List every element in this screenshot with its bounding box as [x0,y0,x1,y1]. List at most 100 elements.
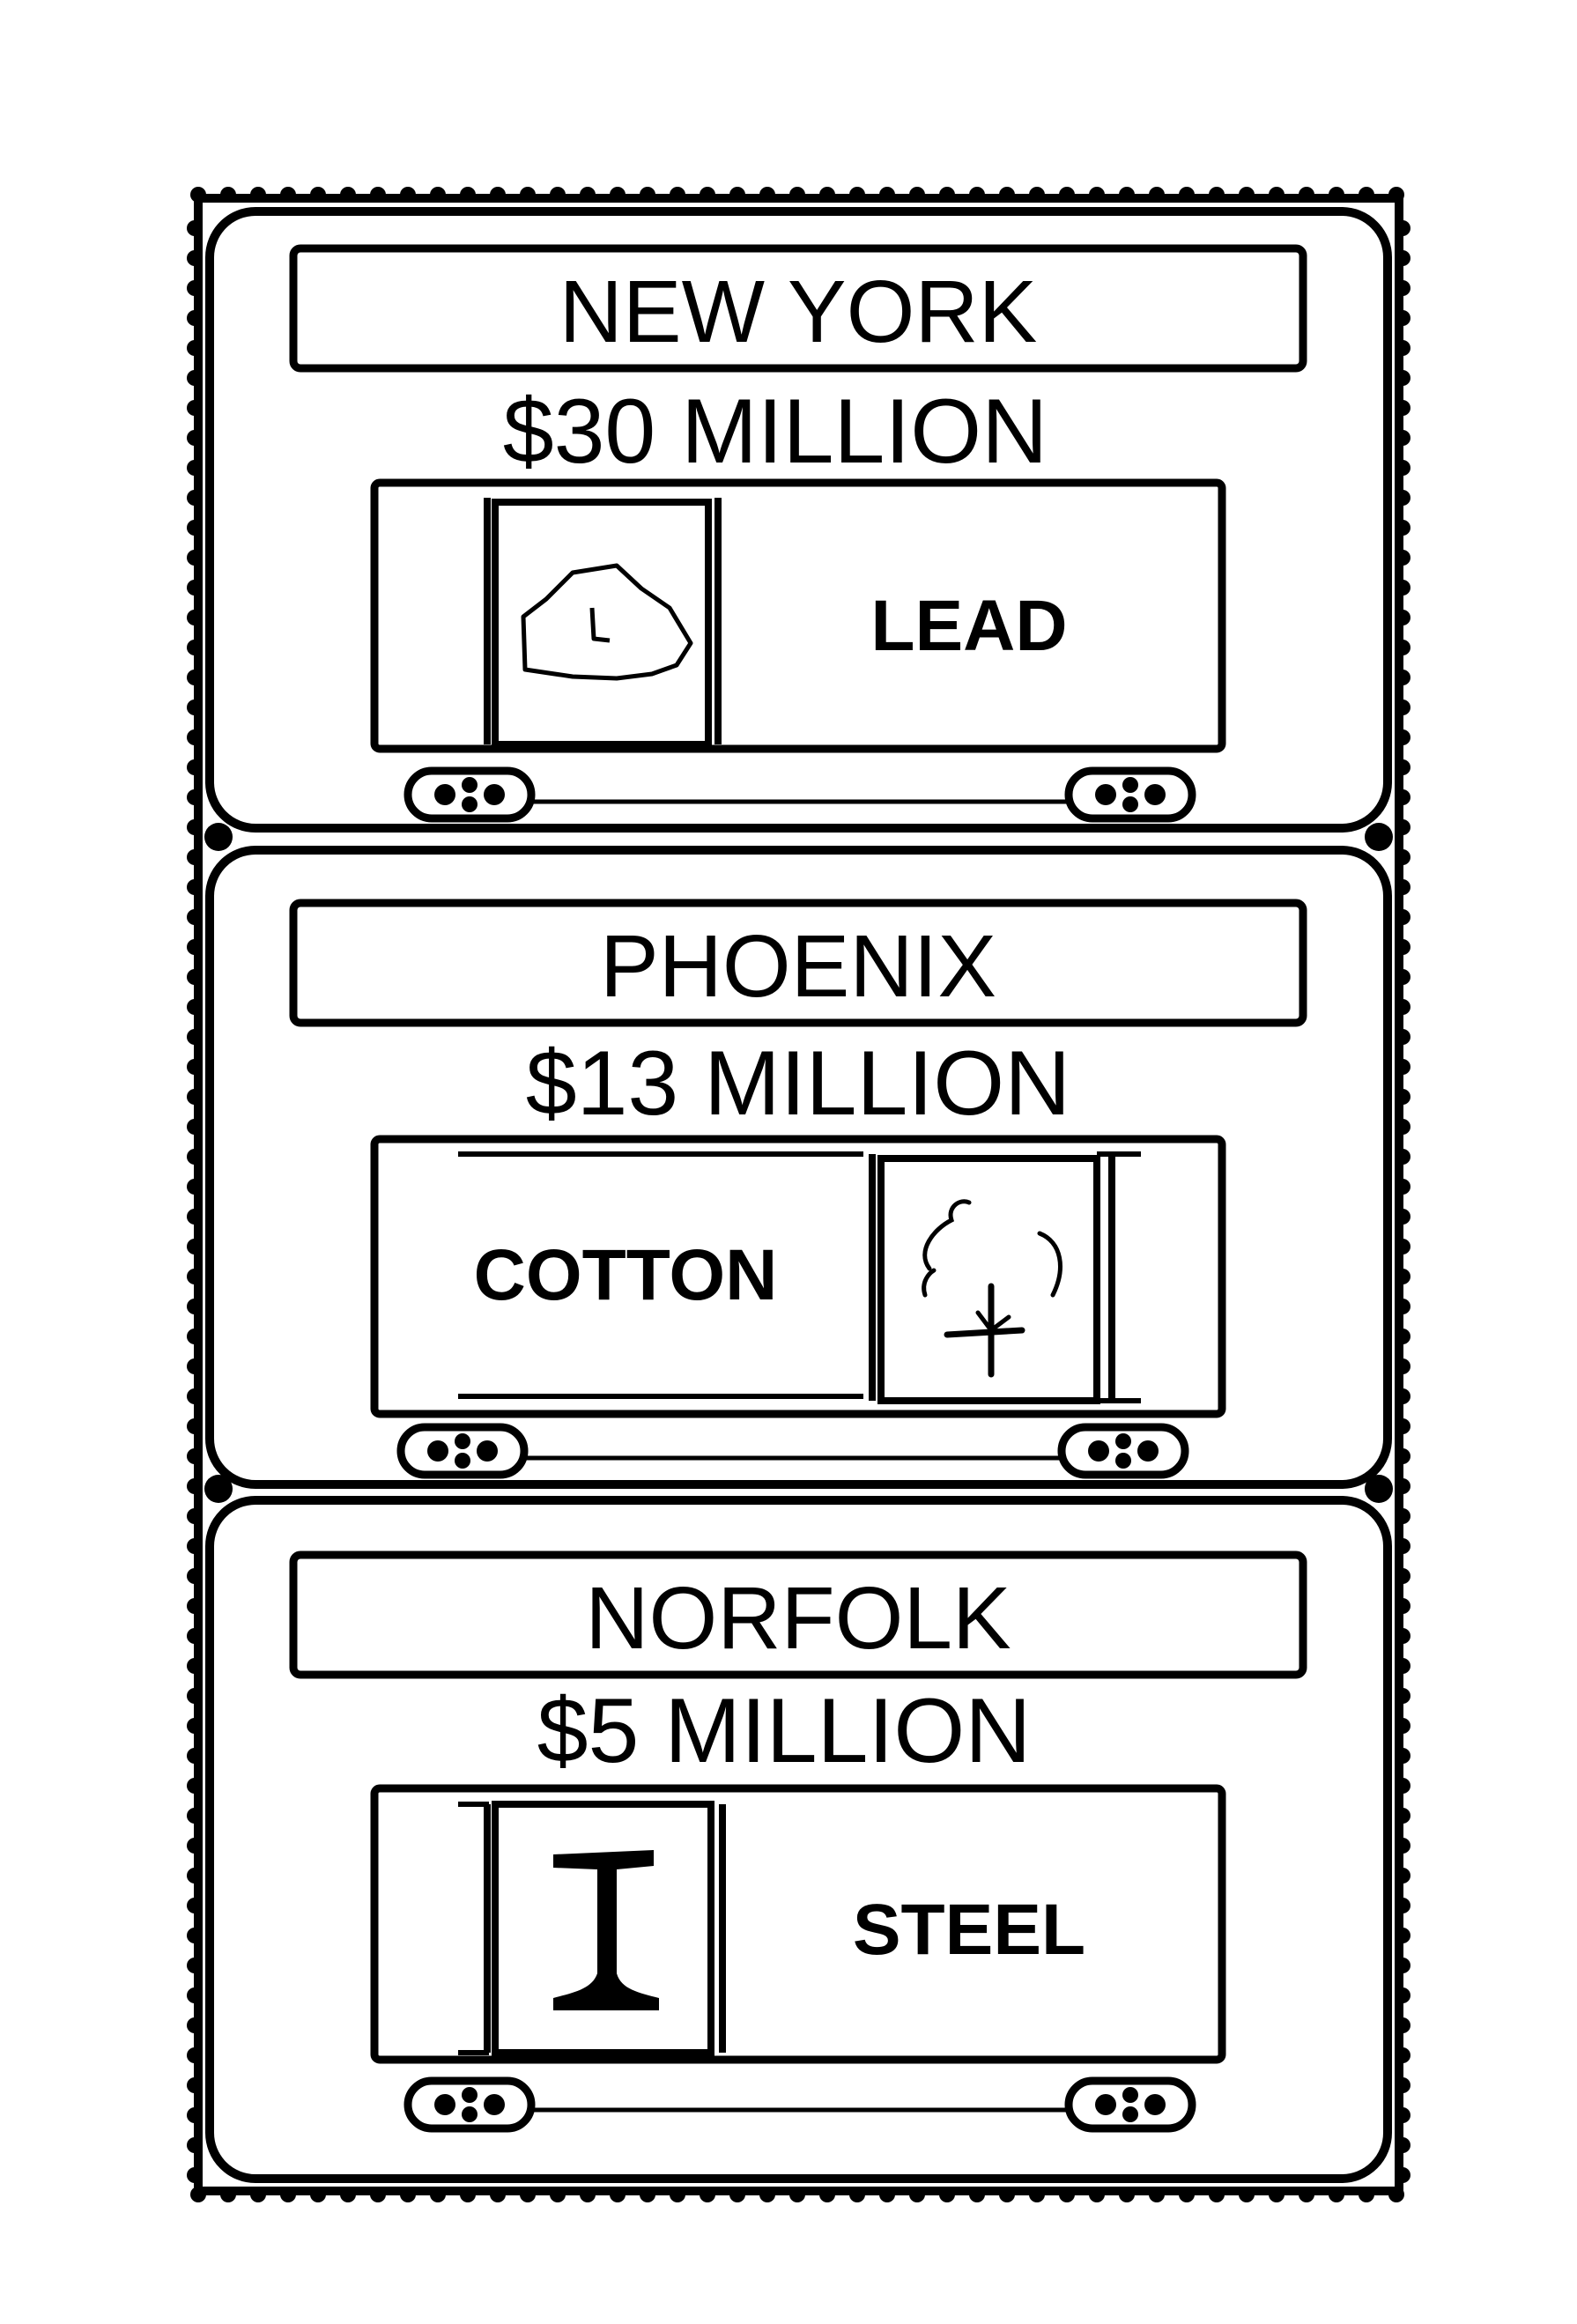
perforation-tooth [879,2187,895,2202]
perforation-tooth [1329,187,1344,203]
perforation-tooth [1299,2187,1314,2202]
stamp-frame [205,846,1392,1489]
perforation-tooth [187,1029,203,1045]
perforation-tooth [460,187,476,203]
perforation-tooth [999,2187,1015,2202]
perforation-tooth [187,2047,203,2063]
perforation-tooth [1395,789,1410,805]
perforation-tooth [729,187,745,203]
steel-i-beam-icon [553,1850,659,2010]
perforation-tooth [640,2187,655,2202]
perforation-tooth [1239,187,1255,203]
perforation-tooth [1395,819,1410,835]
value-label: $30 MILLION [503,381,1048,483]
perforation-tooth [1329,2187,1344,2202]
perforation-tooth [1395,1628,1410,1644]
perforation-tooth [187,1808,203,1824]
perforation-tooth [1269,187,1285,203]
rail-car: COTTON [370,1135,1226,1479]
perforation-tooth [520,187,536,203]
perforation-tooth [1395,759,1410,775]
perforation-tooth [1395,670,1410,685]
city-name: PHOENIX [600,917,996,1016]
perforation-tooth [490,2187,506,2202]
city-banner [289,244,1307,373]
perforation-tooth [580,187,596,203]
perforation-tooth [187,849,203,865]
perforation-tooth [1395,2017,1410,2033]
perforated-border [187,187,1410,2202]
perforation-tooth [969,187,985,203]
perforation-tooth [1395,220,1410,236]
city-banner [289,899,1307,1027]
perforation-tooth [939,187,955,203]
perforation-tooth [430,187,446,203]
perforation-tooth [1395,1329,1410,1344]
perforation-tooth [220,187,236,203]
perforation-tooth [1395,1089,1410,1105]
perforation-tooth [700,2187,715,2202]
wheel-truck [404,2076,536,2133]
stamp-card: NORFOLK $5 MILLION STEEL [205,1496,1392,2183]
perforation-tooth [1395,640,1410,655]
ore-lump-icon [521,563,693,681]
perforation-tooth [1395,1448,1410,1464]
perforation-tooth [1395,580,1410,596]
perforation-tooth [1395,939,1410,955]
perforation-tooth [1395,430,1410,446]
perforation-tooth [1395,400,1410,416]
perforation-tooth [1179,187,1195,203]
perforation-tooth [187,1718,203,1734]
perforation-tooth [1395,849,1410,865]
stamp-joints [204,823,1393,1503]
wheel-truck [1064,766,1196,823]
perforation-tooth [187,2077,203,2093]
perforation-tooth [1395,1149,1410,1165]
perforation-tooth [1395,1239,1410,1255]
perforation-tooth [1395,1418,1410,1434]
perforation-tooth [1395,1598,1410,1614]
perforation-tooth [187,1089,203,1105]
perforation-tooth [250,187,266,203]
perforation-tooth [1395,340,1410,356]
perforation-tooth [1395,490,1410,506]
perforation-tooth [187,819,203,835]
perforation-tooth [1395,1358,1410,1374]
perforation-tooth [187,670,203,685]
perforation-tooth [1395,460,1410,476]
perforation-tooth [999,187,1015,203]
perforation-tooth [187,1538,203,1554]
commodity-label: STEEL [853,1890,1085,1970]
perforation-tooth [1395,699,1410,715]
perforation-tooth [1395,2077,1410,2093]
perforation-tooth [187,550,203,566]
perforation-tooth [187,1209,203,1225]
perforation-tooth [1395,2137,1410,2153]
perforation-tooth [939,2187,955,2202]
perforation-tooth [1395,2167,1410,2183]
wheel-truck [396,1423,529,1479]
perforation-tooth [187,430,203,446]
perforation-tooth [187,699,203,715]
perforation-tooth [187,1418,203,1434]
perforation-tooth [819,187,835,203]
perforation-tooth [729,2187,745,2202]
perforation-tooth [1179,2187,1195,2202]
perforation-tooth [670,2187,685,2202]
perforation-tooth [1395,969,1410,985]
perforation-tooth [1059,2187,1075,2202]
perforation-tooth [1395,1778,1410,1794]
perforation-tooth [550,2187,566,2202]
perforation-tooth [1029,2187,1045,2202]
perforation-tooth [1395,1718,1410,1734]
perforation-tooth [187,370,203,386]
perforation-tooth [1119,2187,1135,2202]
perforation-tooth [187,1568,203,1584]
city-name: NEW YORK [559,263,1038,361]
perforation-tooth [670,187,685,203]
perforation-tooth [1395,310,1410,326]
perforation-tooth [1089,2187,1105,2202]
perforation-tooth [340,2187,356,2202]
perforation-tooth [1395,879,1410,895]
